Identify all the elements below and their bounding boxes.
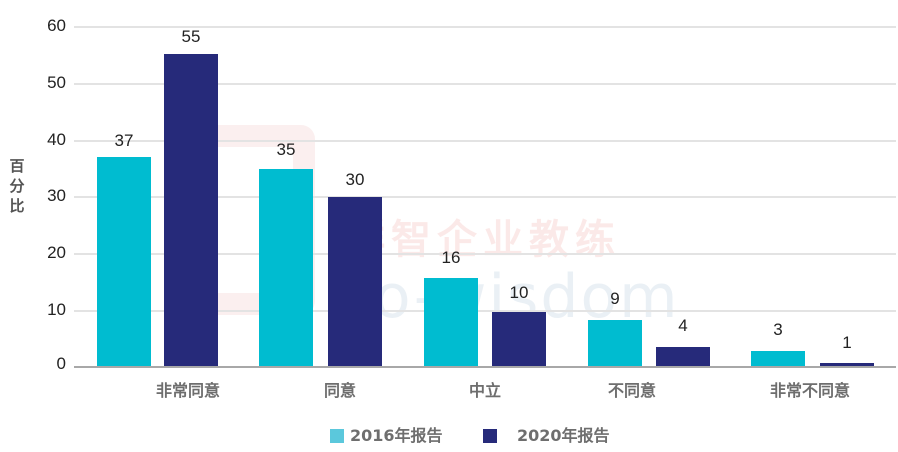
gridline-30 xyxy=(74,196,896,198)
y-tick-20: 20 xyxy=(47,243,66,262)
x-axis-line xyxy=(74,366,896,368)
bar-2020-非常同意 xyxy=(164,54,218,367)
bar-2016-不同意 xyxy=(588,320,642,367)
y-tick-30: 30 xyxy=(47,186,66,205)
value-label: 30 xyxy=(345,170,365,189)
legend-item-2020: 2020年报告 xyxy=(483,426,610,446)
legend-label-2016: 2016年报告 xyxy=(350,426,443,445)
value-label: 4 xyxy=(678,316,688,335)
x-label-不同意: 不同意 xyxy=(607,381,656,400)
bar-2020-同意 xyxy=(328,197,382,367)
watermark-chinese-text: 群智企业教练 xyxy=(345,217,621,263)
y-tick-10: 10 xyxy=(47,300,66,319)
x-label-中立: 中立 xyxy=(468,381,501,400)
value-label: 3 xyxy=(773,320,783,339)
gridline-40 xyxy=(74,140,896,142)
y-tick-60: 60 xyxy=(47,16,66,35)
y-tick-50: 50 xyxy=(47,73,66,92)
y-axis-label: 百分比 xyxy=(9,157,25,215)
gridline-50 xyxy=(74,83,896,85)
value-label: 10 xyxy=(509,283,529,302)
bar-2020-不同意 xyxy=(656,347,710,367)
bar-2020-中立 xyxy=(492,312,546,367)
bar-2016-非常同意 xyxy=(97,157,151,367)
legend-swatch-2020-icon xyxy=(483,429,497,443)
x-label-同意: 同意 xyxy=(323,381,356,400)
gridline-10 xyxy=(74,310,896,312)
bar-2016-非常不同意 xyxy=(751,351,805,367)
value-label: 37 xyxy=(114,131,134,150)
gridline-60 xyxy=(74,26,896,28)
bar-2016-同意 xyxy=(259,169,313,367)
y-tick-0: 0 xyxy=(56,354,66,373)
legend-label-2020: 2020年报告 xyxy=(517,426,610,445)
bar-2020-非常不同意 xyxy=(820,363,874,367)
value-label: 35 xyxy=(276,140,296,159)
value-label: 1 xyxy=(842,333,852,352)
value-label: 9 xyxy=(610,289,620,308)
legend-item-2016: 2016年报告 xyxy=(330,426,443,446)
gridline-20 xyxy=(74,253,896,255)
value-label: 16 xyxy=(441,248,461,267)
y-tick-40: 40 xyxy=(47,130,66,149)
legend-swatch-2016-icon xyxy=(330,429,344,443)
x-label-非常不同意: 非常不同意 xyxy=(769,381,850,400)
x-label-非常同意: 非常同意 xyxy=(155,381,220,400)
bar-2016-中立 xyxy=(424,278,478,367)
value-label: 55 xyxy=(181,27,201,46)
